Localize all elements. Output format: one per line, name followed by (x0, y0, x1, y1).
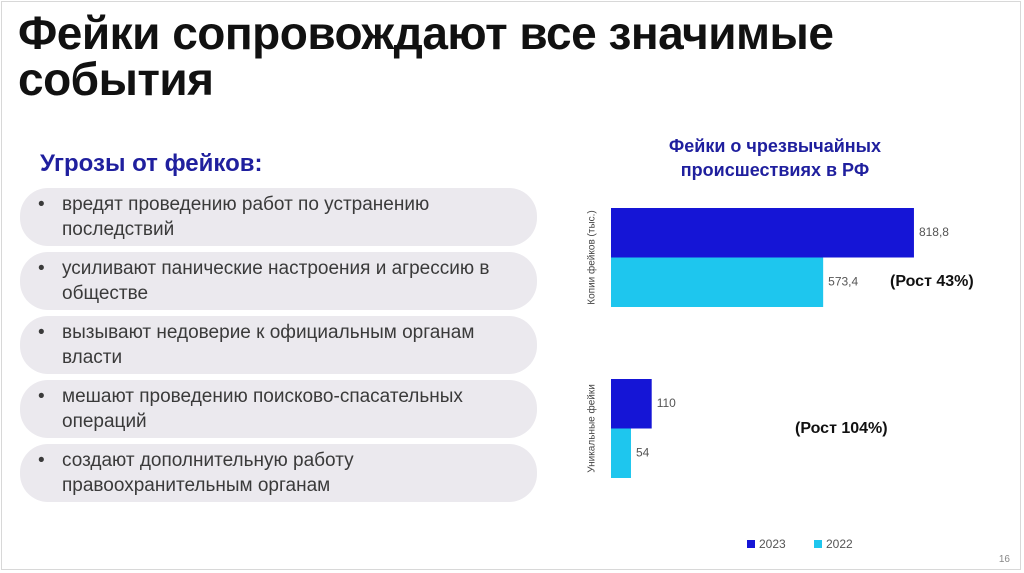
legend-label: 2022 (826, 537, 853, 551)
threats-heading: Угрозы от фейков: (40, 150, 263, 177)
page-number: 16 (998, 554, 1010, 565)
category-label: Копии фейков (тыс.) (586, 210, 598, 304)
category-label: Уникальные фейки (586, 384, 598, 473)
threat-item: мешают проведению поисково-спасательных … (20, 380, 537, 438)
annotation: (Рост 43%) (890, 273, 974, 290)
bar (611, 257, 824, 307)
bar (611, 208, 914, 258)
value-label: 110 (657, 396, 676, 410)
chart-title: Фейки о чрезвычайных происшествиях в РФ (669, 136, 881, 180)
value-label: 818,8 (919, 225, 949, 239)
legend-label: 2023 (759, 537, 786, 551)
bar (611, 379, 652, 429)
threat-item: вызывают недоверие к официальным органам… (20, 316, 537, 374)
annotation: (Рост 104%) (795, 420, 888, 437)
threats-list: вредят проведению работ по устранению по… (20, 188, 537, 508)
legend-swatch (814, 540, 822, 548)
bar (611, 428, 631, 478)
threat-item: создают дополнительную работу правоохран… (20, 444, 537, 502)
value-label: 54 (636, 445, 650, 459)
value-label: 573,4 (828, 274, 858, 288)
slide-title: Фейки сопровождают все значимые события (18, 7, 834, 105)
threat-item: усиливают панические настроения и агресс… (20, 252, 537, 310)
threat-item: вредят проведению работ по устранению по… (20, 188, 537, 246)
legend-swatch (747, 540, 755, 548)
